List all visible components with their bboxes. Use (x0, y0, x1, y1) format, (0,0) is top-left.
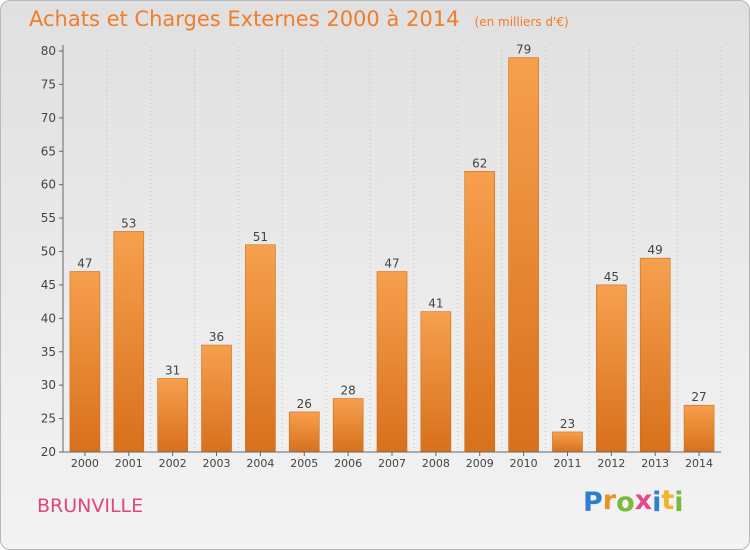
bar (201, 344, 232, 453)
y-tick-label: 20 (41, 445, 56, 459)
y-tick-label: 80 (41, 44, 56, 58)
x-tick-label: 2001 (115, 457, 143, 470)
logo-letter: i (674, 487, 684, 518)
bar-value-label: 47 (77, 257, 92, 271)
y-tick-label: 65 (41, 144, 56, 158)
bar (420, 311, 452, 453)
bar-value-label: 27 (691, 390, 706, 404)
logo-letter: i (652, 487, 662, 518)
bar-value-label: 51 (253, 230, 268, 244)
labels-layer: 20 25 30 35 40 45 50 55 60 65 70 75 80 47 2000 53 2001 31… (41, 43, 713, 470)
bar-value-label: 28 (340, 384, 355, 398)
x-tick-label: 2009 (466, 457, 494, 470)
bar (157, 378, 188, 453)
bar-value-label: 41 (428, 297, 443, 311)
commune-name: BRUNVILLE (37, 495, 144, 517)
bar-value-label: 26 (297, 397, 312, 411)
x-tick-label: 2004 (246, 457, 274, 470)
bars-layer (69, 57, 715, 453)
bar-value-label: 62 (472, 156, 487, 170)
bar (683, 404, 715, 453)
bar-value-label: 31 (165, 363, 180, 377)
bar-value-label: 79 (516, 43, 531, 57)
x-tick-label: 2005 (290, 457, 318, 470)
y-tick-label: 35 (41, 345, 56, 359)
y-tick-label: 55 (41, 211, 56, 225)
bar (596, 284, 627, 453)
bar-value-label: 23 (560, 417, 575, 431)
x-tick-label: 2011 (553, 457, 581, 470)
y-tick-label: 45 (41, 278, 56, 292)
x-tick-label: 2003 (203, 457, 231, 470)
y-tick-label: 75 (41, 77, 56, 91)
bar-value-label: 45 (604, 270, 619, 284)
bar (245, 244, 276, 453)
title-row: Achats et Charges Externes 2000 à 2014 (… (29, 7, 569, 31)
logo-letter: P (583, 487, 603, 518)
y-tick-label: 60 (41, 178, 56, 192)
y-tick-label: 40 (41, 311, 56, 325)
x-tick-label: 2006 (334, 457, 362, 470)
x-tick-label: 2008 (422, 457, 450, 470)
x-tick-label: 2010 (510, 457, 538, 470)
bar (508, 57, 539, 453)
bar (464, 171, 496, 453)
bar (113, 231, 145, 453)
x-tick-label: 2013 (641, 457, 669, 470)
bar (639, 257, 671, 453)
bar-value-label: 49 (648, 243, 663, 257)
x-tick-label: 2007 (378, 457, 406, 470)
bar (288, 411, 320, 453)
bar-value-label: 47 (384, 257, 399, 271)
chart-title: Achats et Charges Externes 2000 à 2014 (29, 7, 460, 31)
y-tick-label: 70 (41, 111, 56, 125)
x-tick-label: 2012 (597, 457, 625, 470)
logo-letter: r (602, 485, 617, 516)
bar (69, 271, 101, 453)
bar (376, 271, 408, 453)
bar (332, 398, 364, 453)
x-tick-label: 2002 (159, 457, 187, 470)
chart-unit-note: (en milliers d'€) (474, 15, 569, 29)
bar (552, 431, 583, 453)
logo-letter: t (661, 485, 675, 516)
proxiti-logo: Proxiti (583, 485, 684, 518)
y-tick-label: 50 (41, 245, 56, 259)
logo-letter: o (616, 487, 635, 518)
logo-letter: x (634, 485, 653, 516)
y-tick-label: 30 (41, 378, 56, 392)
y-tick-label: 25 (41, 412, 56, 426)
bar-value-label: 53 (121, 216, 136, 230)
bar-value-label: 36 (209, 330, 224, 344)
x-tick-label: 2000 (71, 457, 99, 470)
axis-layer (59, 45, 721, 456)
x-tick-label: 2014 (685, 457, 713, 470)
